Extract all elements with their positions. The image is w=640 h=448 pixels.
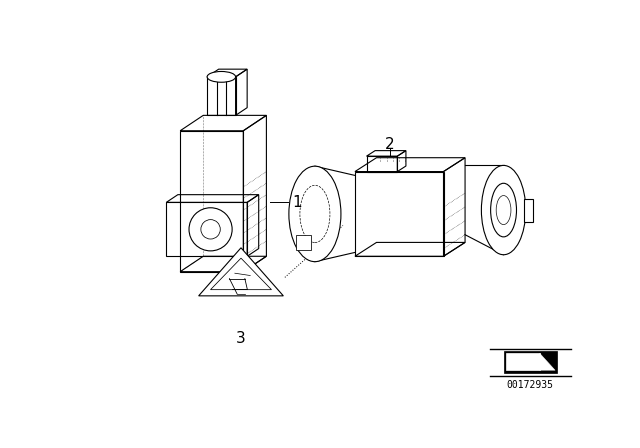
Ellipse shape <box>207 72 236 82</box>
Polygon shape <box>198 248 284 296</box>
Polygon shape <box>540 353 555 370</box>
Ellipse shape <box>289 166 341 262</box>
Ellipse shape <box>189 208 232 251</box>
Polygon shape <box>524 198 533 222</box>
Text: 00172935: 00172935 <box>507 380 554 390</box>
Polygon shape <box>504 351 557 373</box>
Text: 2: 2 <box>385 137 394 152</box>
Ellipse shape <box>481 165 525 255</box>
Text: 1: 1 <box>292 195 302 210</box>
Polygon shape <box>296 235 311 250</box>
Polygon shape <box>506 353 540 370</box>
Text: 3: 3 <box>236 331 246 346</box>
